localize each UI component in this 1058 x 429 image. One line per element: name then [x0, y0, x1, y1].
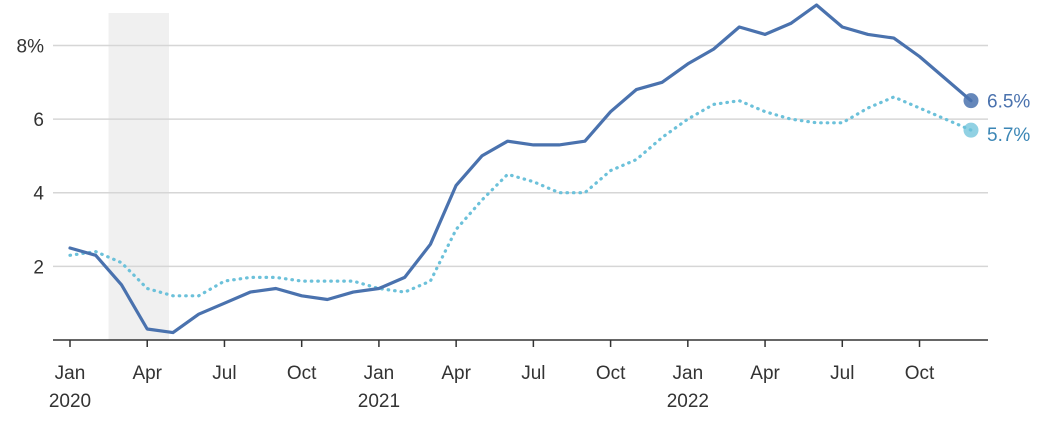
x-tick-label: Jul	[212, 363, 236, 384]
series-end-label: 5.7%	[987, 125, 1030, 146]
series-end-marker	[963, 122, 979, 138]
x-axis-tick-labels: Jan 2020 Apr Jul Oct Jan 2021 Apr Jul Oct Jan 2022 A…	[49, 363, 935, 412]
end-markers: 6.5% 5.7%	[963, 92, 1030, 146]
recession-shading	[108, 13, 169, 340]
shaded-period-layer	[108, 13, 169, 340]
x-tick-label: Jul	[830, 363, 854, 384]
series-end-marker	[963, 93, 979, 109]
series-line-dotted	[68, 95, 973, 298]
x-tick-label: Apr	[132, 363, 162, 384]
x-tick-year-label: 2022	[667, 391, 709, 412]
series-line-solid	[68, 3, 973, 335]
x-tick-label: Apr	[441, 363, 471, 384]
x-tick-label: Oct	[287, 363, 317, 384]
x-tick-year-label: 2021	[358, 391, 400, 412]
series-end-label: 6.5%	[987, 92, 1030, 113]
series-lines	[68, 3, 973, 335]
gridlines	[53, 44, 988, 268]
x-axis	[53, 339, 988, 347]
y-tick-label: 6	[33, 110, 44, 131]
x-tick-label: Jan	[55, 363, 86, 384]
y-axis-tick-labels: 2 4 6 8%	[17, 36, 45, 278]
x-tick-label: Oct	[905, 363, 935, 384]
x-tick-label: Apr	[750, 363, 780, 384]
x-tick-label: Jan	[673, 363, 704, 384]
x-tick-label: Oct	[596, 363, 626, 384]
x-tick-label: Jul	[521, 363, 545, 384]
y-tick-label: 4	[33, 184, 44, 205]
x-tick-year-label: 2020	[49, 391, 91, 412]
y-tick-label: 2	[33, 257, 44, 278]
x-tick-label: Jan	[364, 363, 395, 384]
y-tick-label: 8%	[17, 36, 45, 57]
